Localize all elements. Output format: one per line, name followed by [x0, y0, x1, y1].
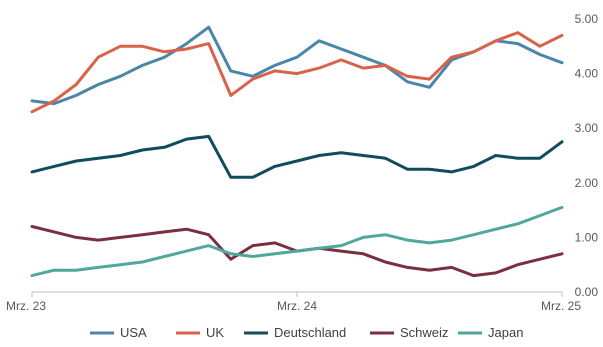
legend: USA UK Deutschland Schweiz Japan	[90, 325, 523, 340]
legend-label-japan: Japan	[488, 325, 523, 340]
x-axis-ticks: Mrz. 23 Mrz. 24 Mrz. 25	[6, 292, 581, 313]
legend-label-schweiz: Schweiz	[400, 325, 448, 340]
y-tick-label: 1.00	[575, 230, 599, 244]
x-tick-label: Mrz. 25	[541, 299, 581, 313]
series-line-uk	[30, 31, 564, 114]
x-tick-label: Mrz. 23	[6, 299, 46, 313]
y-tick-label: 5.00	[575, 12, 599, 26]
legend-label-usa: USA	[120, 325, 147, 340]
series-line-japan	[30, 205, 564, 278]
series-line-deutschland	[30, 134, 564, 179]
series-layer	[30, 25, 564, 278]
y-tick-label: 3.00	[575, 121, 599, 135]
legend-label-uk: UK	[206, 325, 224, 340]
y-tick-label: 2.00	[575, 176, 599, 190]
y-axis-ticks: 0.00 1.00 2.00 3.00 4.00 5.00	[575, 12, 599, 299]
legend-label-deutschland: Deutschland	[274, 325, 346, 340]
y-tick-label: 4.00	[575, 67, 599, 81]
y-tick-label: 0.00	[575, 285, 599, 299]
x-tick-label: Mrz. 24	[277, 299, 317, 313]
series-line-usa	[30, 25, 564, 106]
